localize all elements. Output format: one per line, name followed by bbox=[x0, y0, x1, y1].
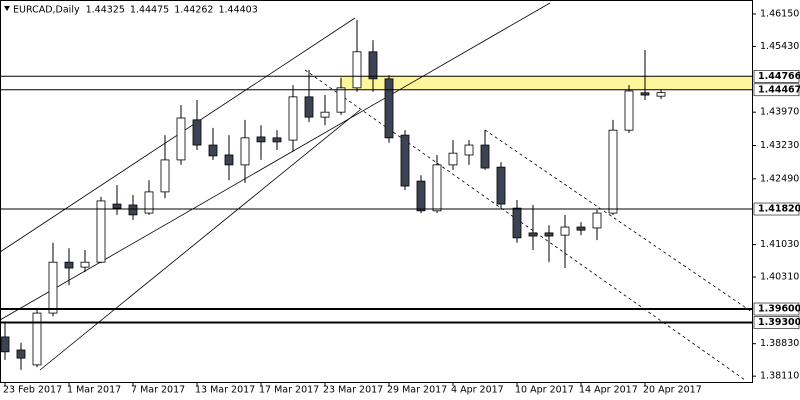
candle-up bbox=[240, 137, 250, 166]
candle-down bbox=[512, 207, 522, 239]
y-tick-label: 1.42490 bbox=[760, 173, 799, 184]
trend-line bbox=[39, 109, 361, 371]
plot-frame bbox=[0, 0, 753, 383]
y-tick-label: 1.43970 bbox=[760, 107, 799, 118]
candle-down bbox=[256, 136, 266, 143]
candle-up bbox=[144, 191, 154, 214]
candle-down bbox=[224, 154, 234, 166]
y-tick-label: 1.38830 bbox=[760, 338, 799, 349]
header-value: 1.44262 bbox=[174, 5, 213, 16]
candle-up bbox=[96, 200, 106, 263]
candle-up bbox=[352, 51, 362, 89]
trend-line bbox=[0, 2, 551, 321]
candle-down bbox=[128, 204, 138, 216]
candle-down bbox=[384, 78, 394, 139]
candle-down bbox=[576, 226, 586, 231]
level-label-box bbox=[753, 202, 800, 216]
x-tick-label: 29 Mar 2017 bbox=[387, 385, 447, 396]
candle-up bbox=[336, 87, 346, 113]
candle-up bbox=[80, 261, 90, 268]
header-value: 1.44475 bbox=[130, 5, 169, 16]
candle-up bbox=[608, 129, 618, 214]
x-tick-label: 14 Apr 2017 bbox=[579, 385, 638, 396]
candle-up bbox=[432, 164, 442, 212]
candle-up bbox=[160, 159, 170, 193]
level-label-box bbox=[753, 83, 800, 97]
candle-down bbox=[0, 336, 10, 353]
y-tick-label: 1.45430 bbox=[760, 41, 799, 52]
zone-layer bbox=[340, 76, 752, 90]
x-tick-label: 4 Apr 2017 bbox=[451, 385, 504, 396]
candle-down bbox=[496, 166, 506, 205]
y-tick-label: 1.43230 bbox=[760, 140, 799, 151]
candle-down bbox=[16, 349, 26, 359]
x-tick-label: 23 Mar 2017 bbox=[323, 385, 383, 396]
level-label: 1.41820 bbox=[758, 204, 800, 215]
candle-up bbox=[176, 117, 186, 161]
candle-down bbox=[480, 144, 490, 169]
y-tick-label: 1.38110 bbox=[760, 371, 799, 382]
x-tick-label: 17 Mar 2017 bbox=[259, 385, 319, 396]
candle-down bbox=[304, 96, 314, 118]
candle-up bbox=[560, 226, 570, 236]
candle-up bbox=[464, 144, 474, 156]
level-label: 1.44467 bbox=[758, 84, 800, 95]
zone bbox=[340, 76, 752, 90]
candle-up bbox=[656, 92, 666, 97]
candle-down bbox=[400, 134, 410, 187]
header-value: 1.44325 bbox=[86, 5, 125, 16]
candle-up bbox=[448, 152, 458, 166]
x-tick-label: 7 Mar 2017 bbox=[131, 385, 185, 396]
header-value: 1.44403 bbox=[218, 5, 257, 16]
x-tick-label: 20 Apr 2017 bbox=[643, 385, 702, 396]
candle-down bbox=[368, 51, 378, 80]
candle-down bbox=[528, 232, 538, 237]
candle-down bbox=[544, 232, 554, 237]
level-label-box bbox=[753, 316, 800, 329]
chart-title: EURCAD,Daily bbox=[13, 5, 80, 16]
candle-down bbox=[416, 180, 426, 212]
x-tick-label: 1 Mar 2017 bbox=[67, 385, 121, 396]
level-label: 1.39600 bbox=[758, 304, 800, 315]
candle-up bbox=[592, 212, 602, 229]
candle-up bbox=[624, 90, 634, 131]
header-icon bbox=[4, 6, 10, 11]
y-tick-label: 1.46150 bbox=[760, 8, 799, 19]
x-tick-label: 13 Mar 2017 bbox=[195, 385, 255, 396]
candle-down bbox=[640, 92, 650, 96]
candle-up bbox=[320, 111, 330, 118]
y-tick-label: 1.41030 bbox=[760, 239, 799, 250]
level-label: 1.44766 bbox=[758, 71, 800, 82]
level-label-box bbox=[753, 70, 800, 83]
candle-down bbox=[192, 119, 202, 146]
y-tick-label: 1.40310 bbox=[760, 272, 799, 283]
level-label-box bbox=[753, 302, 800, 316]
candle-up bbox=[32, 312, 42, 366]
candle-down bbox=[112, 203, 122, 209]
candle-down bbox=[272, 137, 282, 143]
candle-down bbox=[64, 261, 74, 269]
level-label: 1.39300 bbox=[758, 317, 800, 328]
x-tick-label: 23 Feb 2017 bbox=[3, 385, 62, 396]
x-tick-label: 10 Apr 2017 bbox=[515, 385, 574, 396]
candle-up bbox=[288, 96, 298, 141]
candle-down bbox=[208, 144, 218, 157]
candle-up bbox=[48, 261, 58, 314]
